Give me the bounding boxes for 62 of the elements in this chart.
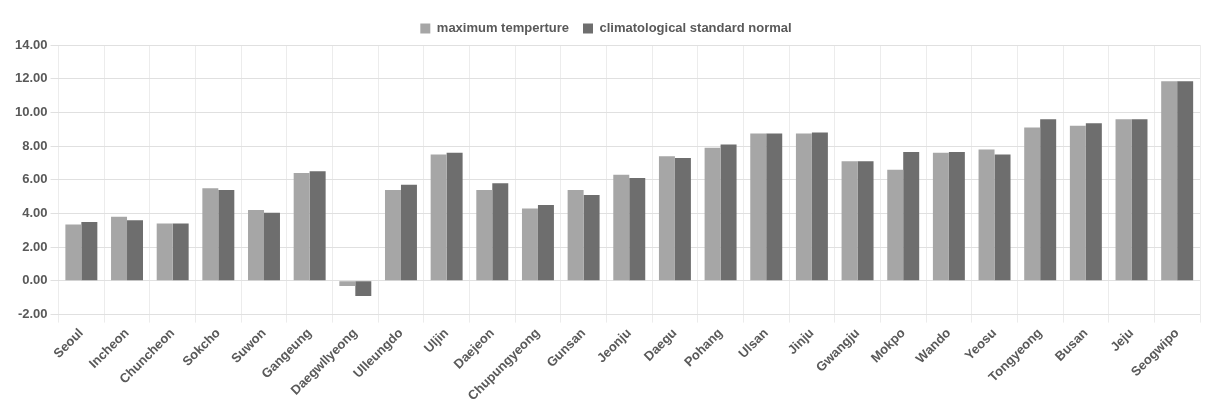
- bar: [704, 147, 721, 281]
- y-tick-label: 8.00: [22, 137, 48, 153]
- bar: [857, 161, 874, 281]
- bar: [583, 194, 600, 281]
- bar: [218, 189, 235, 281]
- bar: [202, 188, 219, 281]
- y-tick-label: 4.00: [22, 205, 48, 221]
- bar: [841, 161, 858, 281]
- bar: [674, 157, 691, 281]
- bar: [400, 184, 417, 281]
- bar: [1161, 81, 1178, 281]
- bar: [1040, 119, 1057, 281]
- bar: [887, 169, 904, 281]
- bar: [1085, 123, 1102, 281]
- bar: [248, 210, 264, 281]
- bar: [613, 174, 630, 281]
- bar: [127, 220, 143, 281]
- bar: [492, 183, 509, 281]
- bar: [293, 173, 310, 281]
- bar: [476, 189, 493, 281]
- bar: [1024, 127, 1041, 281]
- bar: [264, 212, 280, 281]
- bar: [750, 133, 767, 281]
- bar: [1069, 125, 1086, 281]
- bar: [903, 151, 920, 281]
- bar: [994, 154, 1011, 281]
- bar: [658, 156, 675, 281]
- bar: [65, 224, 82, 281]
- bar: [1177, 81, 1194, 281]
- bar: [81, 221, 98, 281]
- y-tick-label: 0.00: [22, 272, 48, 288]
- y-tick-label: 10.00: [14, 103, 48, 119]
- bar: [1115, 119, 1132, 281]
- y-tick-label: 2.00: [22, 238, 48, 254]
- bar: [795, 133, 812, 281]
- bar: [948, 151, 965, 281]
- y-tick-label: 12.00: [14, 70, 48, 86]
- bar: [446, 152, 463, 281]
- legend-label: climatological standard normal: [599, 20, 792, 36]
- bar: [1131, 119, 1148, 281]
- legend-label: maximum temperture: [436, 20, 570, 36]
- y-tick-label: -2.00: [17, 306, 48, 322]
- bar: [309, 171, 326, 281]
- bar: [111, 216, 128, 281]
- y-tick-label: 6.00: [22, 171, 48, 187]
- bar: [978, 149, 995, 281]
- bar: [629, 178, 646, 281]
- bar: [430, 154, 447, 281]
- bar: [339, 281, 356, 286]
- bar: [156, 223, 173, 281]
- bar: [537, 205, 554, 281]
- bar: [355, 281, 372, 297]
- bar: [811, 132, 828, 281]
- bar: [567, 189, 584, 281]
- bar: [384, 189, 401, 281]
- bar: [172, 223, 189, 281]
- x-tick-label: Uljin: [420, 325, 452, 356]
- bar: [720, 144, 737, 281]
- bar: [766, 133, 783, 281]
- y-tick-label: 14.00: [14, 36, 48, 52]
- bar: [932, 152, 949, 281]
- bar: [521, 208, 538, 281]
